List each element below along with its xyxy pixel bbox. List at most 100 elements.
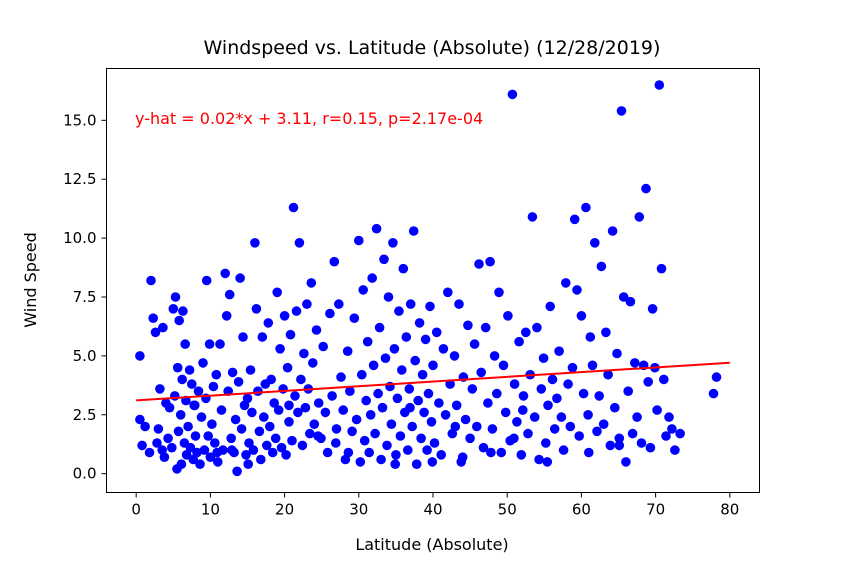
data-point (158, 322, 168, 333)
data-point (230, 414, 241, 425)
data-point (561, 278, 571, 288)
data-point (135, 351, 145, 361)
data-point (645, 442, 656, 453)
data-point (569, 214, 580, 225)
data-point (279, 311, 290, 321)
data-point (192, 447, 202, 458)
data-point (630, 358, 640, 368)
data-point (358, 285, 369, 295)
data-point (205, 452, 216, 463)
data-point (221, 311, 232, 321)
data-point (465, 433, 475, 444)
data-point (542, 457, 553, 467)
data-point (243, 459, 253, 470)
data-point (320, 407, 331, 418)
data-point (193, 386, 204, 397)
data-point (327, 391, 337, 401)
data-point (241, 450, 251, 460)
data-point (148, 313, 158, 324)
data-point (552, 393, 562, 404)
x-tick-label: 20 (275, 501, 294, 519)
data-point (170, 292, 181, 302)
data-point (297, 440, 308, 451)
data-point (172, 362, 183, 373)
chart-title: Windspeed vs. Latitude (Absolute) (12/28… (204, 37, 661, 59)
data-point (216, 405, 227, 415)
data-point (558, 445, 569, 455)
data-point (521, 327, 531, 338)
data-point (382, 440, 392, 451)
data-point (417, 369, 428, 380)
data-point (153, 424, 164, 434)
data-point (641, 183, 651, 194)
data-point (429, 438, 440, 448)
data-point (347, 426, 357, 437)
data-point (201, 275, 212, 286)
data-point (185, 442, 196, 453)
data-point (410, 355, 421, 366)
y-tick-label: 12.5 (63, 170, 96, 188)
data-point (265, 421, 275, 432)
data-point (212, 447, 222, 458)
data-point (270, 433, 281, 444)
data-point (284, 400, 294, 411)
data-point (408, 226, 419, 236)
data-point (403, 445, 413, 455)
data-point (152, 438, 162, 448)
data-point (181, 450, 192, 460)
x-tick-label: 60 (572, 501, 591, 519)
data-point (450, 421, 461, 432)
data-point (296, 374, 306, 385)
data-point (242, 393, 253, 404)
data-point (207, 419, 217, 430)
data-point (376, 454, 386, 465)
data-point (178, 306, 188, 316)
data-point (377, 402, 388, 413)
data-point (190, 400, 200, 411)
data-point (554, 346, 564, 357)
data-point (494, 287, 504, 298)
x-tick-label: 40 (423, 501, 442, 519)
data-point (284, 417, 294, 427)
x-tick-label: 30 (349, 501, 368, 519)
data-point (306, 278, 317, 288)
data-point (389, 344, 400, 354)
data-point (632, 412, 642, 422)
data-point (305, 428, 315, 439)
data-point (285, 329, 296, 340)
data-point (507, 89, 518, 100)
data-point (180, 339, 190, 349)
data-point (259, 412, 269, 422)
data-point (199, 445, 210, 455)
data-point (485, 256, 495, 267)
data-point (248, 445, 259, 455)
data-point (503, 311, 513, 321)
data-point (664, 412, 674, 422)
data-point (302, 299, 312, 309)
data-point (625, 296, 636, 307)
data-point (489, 351, 500, 361)
data-point (574, 431, 584, 441)
data-point (282, 362, 293, 373)
data-point (288, 202, 299, 213)
y-tick-label: 2.5 (73, 406, 97, 424)
data-point (174, 315, 184, 326)
data-point (516, 450, 527, 460)
data-point (308, 358, 318, 368)
data-point (365, 410, 376, 420)
data-point (208, 381, 219, 392)
data-point (514, 336, 524, 347)
data-point (587, 360, 598, 371)
data-point (576, 311, 587, 321)
data-point (621, 457, 631, 467)
x-tick-label: 10 (201, 501, 220, 519)
x-tick-label: 0 (131, 501, 141, 519)
data-point (245, 365, 256, 375)
data-point (313, 431, 323, 441)
data-point (391, 450, 401, 460)
data-point (478, 442, 489, 453)
data-point (361, 395, 372, 406)
data-point (413, 395, 424, 406)
data-point (345, 386, 355, 397)
data-point (509, 433, 519, 444)
